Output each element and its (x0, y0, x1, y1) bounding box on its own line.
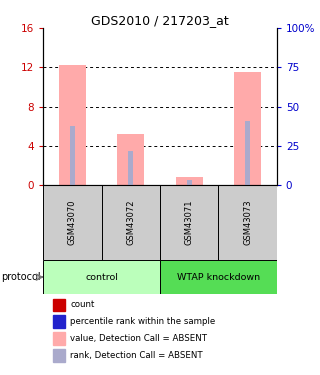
Bar (59, 65, 86, 185)
Text: value, Detection Call = ABSENT: value, Detection Call = ABSENT (70, 334, 207, 343)
Text: GSM43071: GSM43071 (185, 200, 194, 245)
Bar (52, 349, 65, 362)
Text: GSM43072: GSM43072 (126, 200, 135, 245)
Title: GDS2010 / 217203_at: GDS2010 / 217203_at (91, 14, 229, 27)
Bar (52, 315, 65, 328)
Bar (176, 177, 203, 185)
Text: percentile rank within the sample: percentile rank within the sample (70, 317, 215, 326)
Bar (160, 260, 277, 294)
Text: rank, Detection Call = ABSENT: rank, Detection Call = ABSENT (70, 351, 203, 360)
Bar (52, 298, 65, 311)
Bar (43, 185, 102, 260)
Bar (117, 134, 144, 185)
Bar (187, 180, 192, 185)
Bar (70, 126, 75, 185)
Bar (128, 151, 133, 185)
Bar (160, 185, 219, 260)
Text: GSM43070: GSM43070 (68, 200, 77, 245)
Text: GSM43073: GSM43073 (243, 200, 252, 245)
Text: protocol: protocol (1, 272, 41, 282)
Text: control: control (85, 273, 118, 282)
Bar (43, 260, 160, 294)
Text: WTAP knockdown: WTAP knockdown (177, 273, 260, 282)
Bar (219, 185, 277, 260)
Bar (245, 122, 250, 185)
Bar (102, 185, 160, 260)
Bar (234, 72, 261, 185)
Bar (52, 332, 65, 345)
Text: count: count (70, 300, 94, 309)
